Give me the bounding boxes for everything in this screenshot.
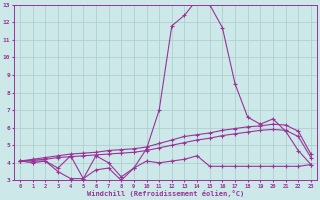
X-axis label: Windchill (Refroidissement éolien,°C): Windchill (Refroidissement éolien,°C) (87, 190, 244, 197)
